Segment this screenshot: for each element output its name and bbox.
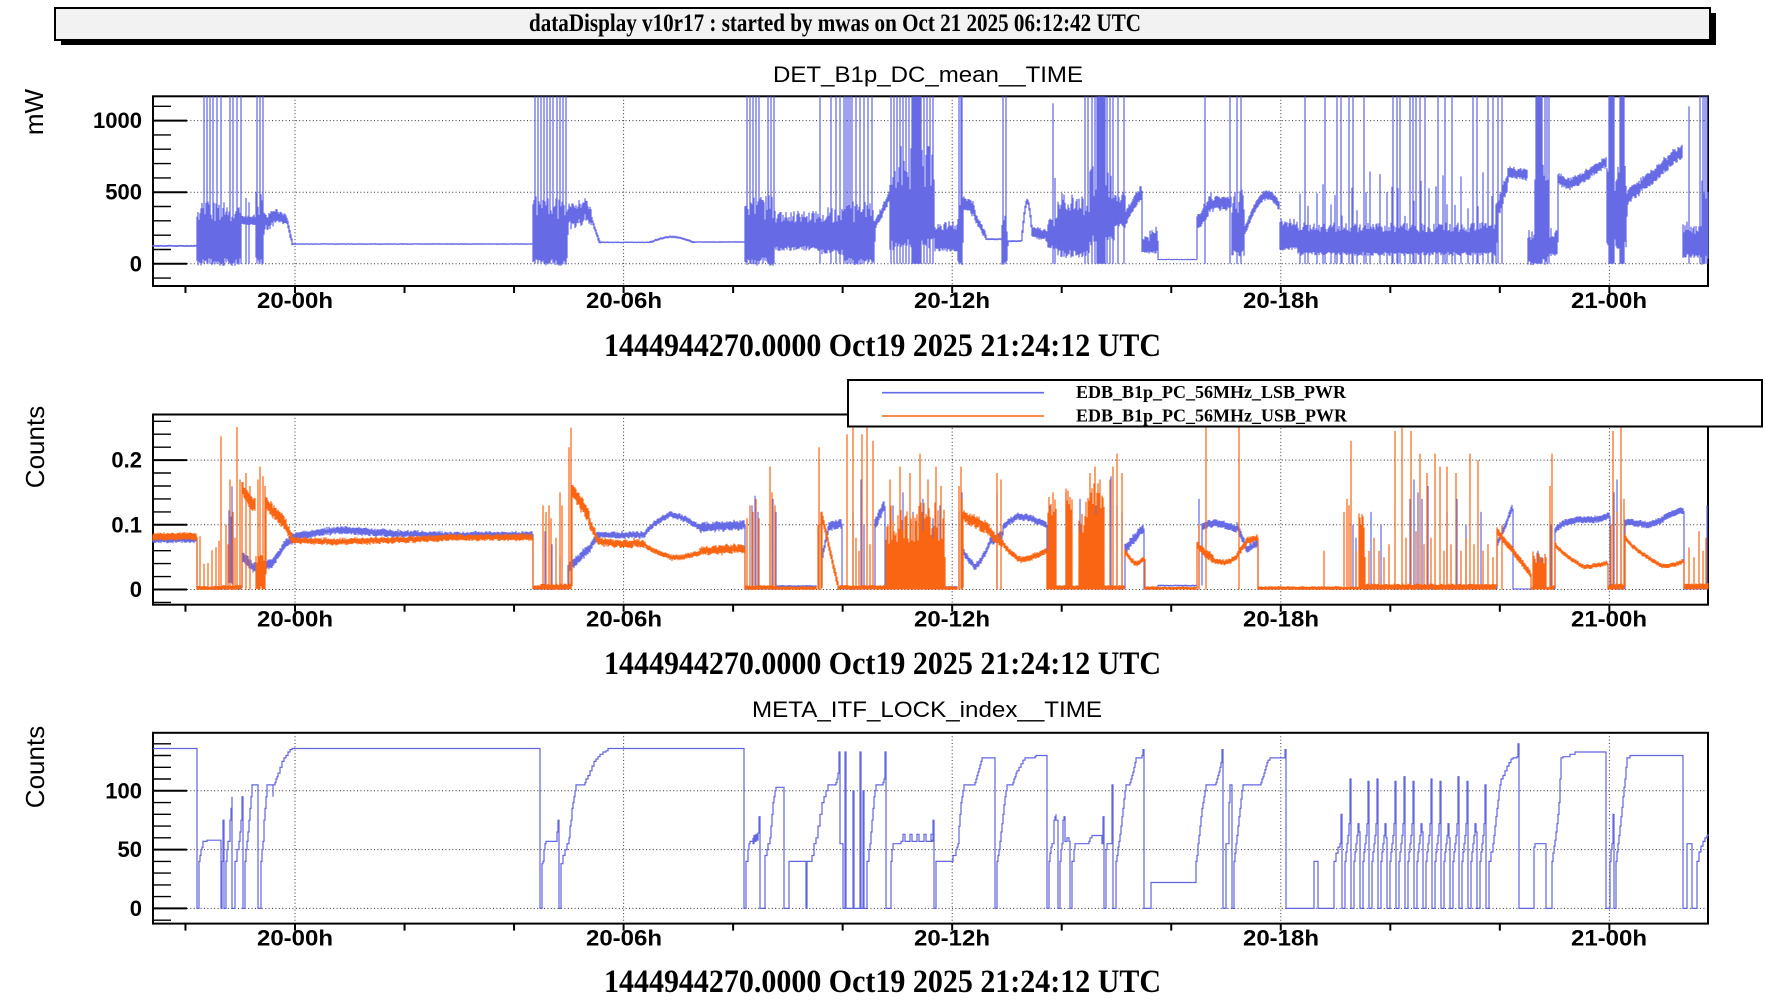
svg-text:20-06h: 20-06h bbox=[586, 607, 662, 632]
svg-text:21-00h: 21-00h bbox=[1571, 288, 1647, 313]
svg-text:META_ITF_LOCK_index__TIME: META_ITF_LOCK_index__TIME bbox=[752, 697, 1102, 722]
svg-text:EDB_B1p_PC_56MHz_USB_PWR: EDB_B1p_PC_56MHz_USB_PWR bbox=[1076, 405, 1348, 425]
svg-text:0: 0 bbox=[130, 577, 142, 602]
svg-text:0: 0 bbox=[130, 896, 142, 921]
svg-text:20-12h: 20-12h bbox=[914, 288, 990, 313]
svg-text:EDB_B1p_PC_56MHz_LSB_PWR: EDB_B1p_PC_56MHz_LSB_PWR bbox=[1076, 382, 1347, 402]
svg-text:20-00h: 20-00h bbox=[257, 288, 333, 313]
svg-text:20-06h: 20-06h bbox=[586, 926, 662, 951]
svg-text:20-18h: 20-18h bbox=[1243, 926, 1319, 951]
svg-text:0.2: 0.2 bbox=[111, 448, 142, 473]
svg-text:dataDisplay v10r17 : started b: dataDisplay v10r17 : started by mwas on … bbox=[529, 10, 1141, 37]
svg-text:mW: mW bbox=[19, 88, 49, 135]
svg-text:1444944270.0000 Oct19 2025 21:: 1444944270.0000 Oct19 2025 21:24:12 UTC bbox=[604, 964, 1161, 1000]
svg-text:1000: 1000 bbox=[93, 108, 142, 133]
svg-text:1444944270.0000 Oct19 2025 21:: 1444944270.0000 Oct19 2025 21:24:12 UTC bbox=[604, 328, 1161, 364]
svg-text:Counts: Counts bbox=[20, 726, 50, 808]
svg-text:20-00h: 20-00h bbox=[257, 607, 333, 632]
svg-text:20-12h: 20-12h bbox=[914, 926, 990, 951]
svg-text:500: 500 bbox=[105, 180, 142, 205]
svg-text:DET_B1p_DC_mean__TIME: DET_B1p_DC_mean__TIME bbox=[773, 62, 1083, 87]
svg-text:Counts: Counts bbox=[20, 406, 50, 488]
svg-text:20-00h: 20-00h bbox=[257, 926, 333, 951]
svg-text:0: 0 bbox=[130, 251, 142, 276]
svg-text:20-12h: 20-12h bbox=[914, 607, 990, 632]
svg-text:20-18h: 20-18h bbox=[1243, 607, 1319, 632]
svg-text:21-00h: 21-00h bbox=[1571, 926, 1647, 951]
svg-text:20-18h: 20-18h bbox=[1243, 288, 1319, 313]
svg-text:20-06h: 20-06h bbox=[586, 288, 662, 313]
svg-text:21-00h: 21-00h bbox=[1571, 607, 1647, 632]
svg-text:50: 50 bbox=[118, 837, 142, 862]
svg-text:1444944270.0000 Oct19 2025 21:: 1444944270.0000 Oct19 2025 21:24:12 UTC bbox=[604, 646, 1161, 682]
svg-text:100: 100 bbox=[105, 778, 142, 803]
svg-text:0.1: 0.1 bbox=[111, 512, 142, 537]
